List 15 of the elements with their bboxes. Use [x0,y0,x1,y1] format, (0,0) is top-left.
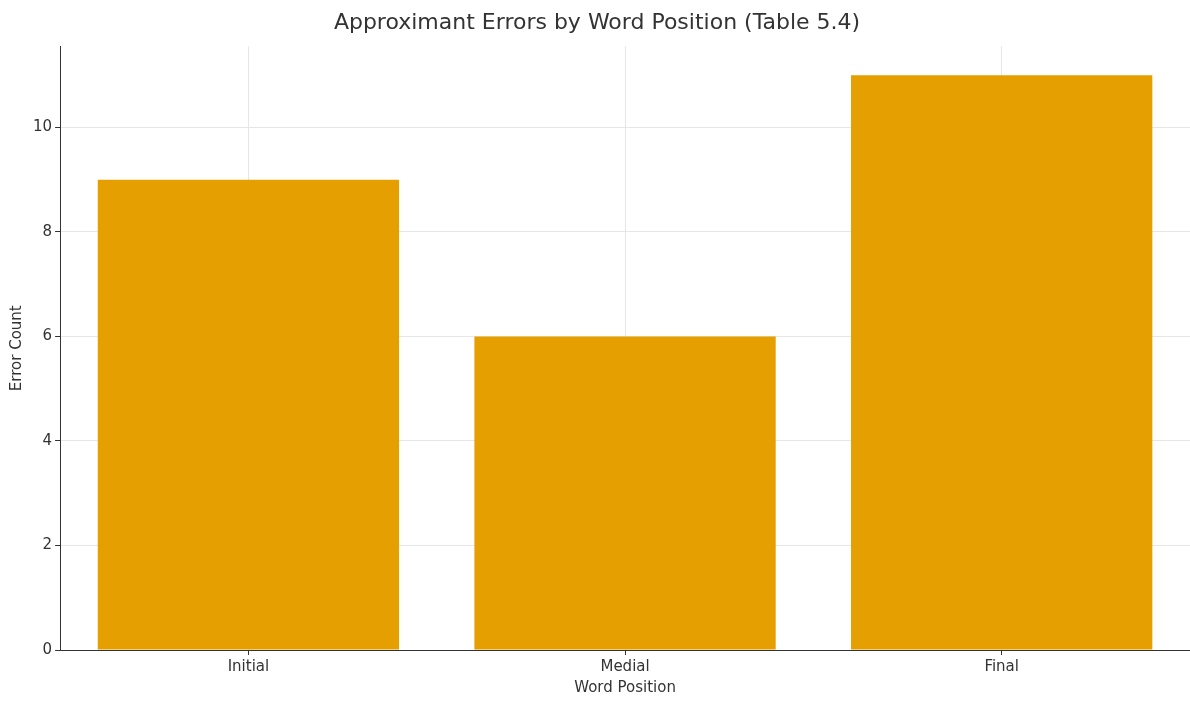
x-tick-label: Final [984,656,1019,675]
y-tick-label: 0 [42,639,53,658]
bar [97,179,400,650]
y-tick-label: 6 [42,326,53,345]
bar [851,75,1153,650]
bar [474,336,776,650]
x-tick-label: Initial [227,656,270,675]
y-tick-label: 8 [42,221,53,240]
y-axis-title: Error Count [6,305,25,392]
x-axis-title: Word Position [574,677,676,696]
y-tick-label: 2 [42,535,53,554]
x-tick-label: Medial [600,656,650,675]
y-tick-label: 4 [42,430,53,449]
y-tick-label: 10 [32,117,53,136]
chart-title: Approximant Errors by Word Position (Table 5.4) [333,8,861,34]
